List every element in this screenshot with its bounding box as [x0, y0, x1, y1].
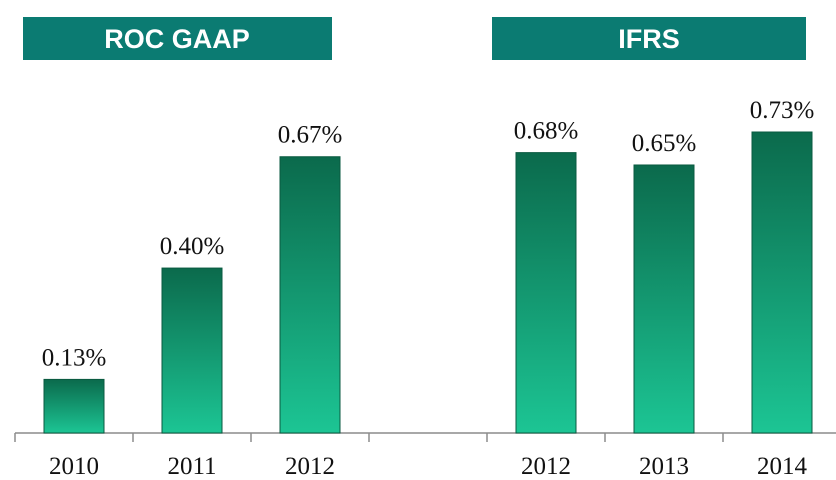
header-title: ROC GAAP [104, 24, 250, 54]
header-box [492, 17, 806, 60]
bar [633, 164, 695, 434]
bar [515, 152, 577, 434]
value-label: 0.13% [42, 344, 107, 371]
value-label: 0.65% [632, 130, 697, 157]
header-box [23, 17, 332, 60]
x-tick-label: 2012 [521, 453, 571, 480]
value-label: 0.73% [750, 97, 815, 124]
x-tick-label: 2013 [639, 453, 689, 480]
value-label: 0.67% [278, 122, 343, 149]
bar [43, 378, 105, 434]
bar [751, 131, 813, 434]
value-label: 0.40% [160, 233, 225, 260]
x-tick-label: 2010 [49, 453, 99, 480]
header-title: IFRS [618, 24, 680, 54]
x-tick-label: 2012 [285, 453, 335, 480]
bar [279, 156, 341, 434]
bar [161, 267, 223, 434]
value-label: 0.68% [514, 118, 579, 145]
x-tick-label: 2011 [167, 453, 216, 480]
x-tick-label: 2014 [757, 453, 808, 480]
